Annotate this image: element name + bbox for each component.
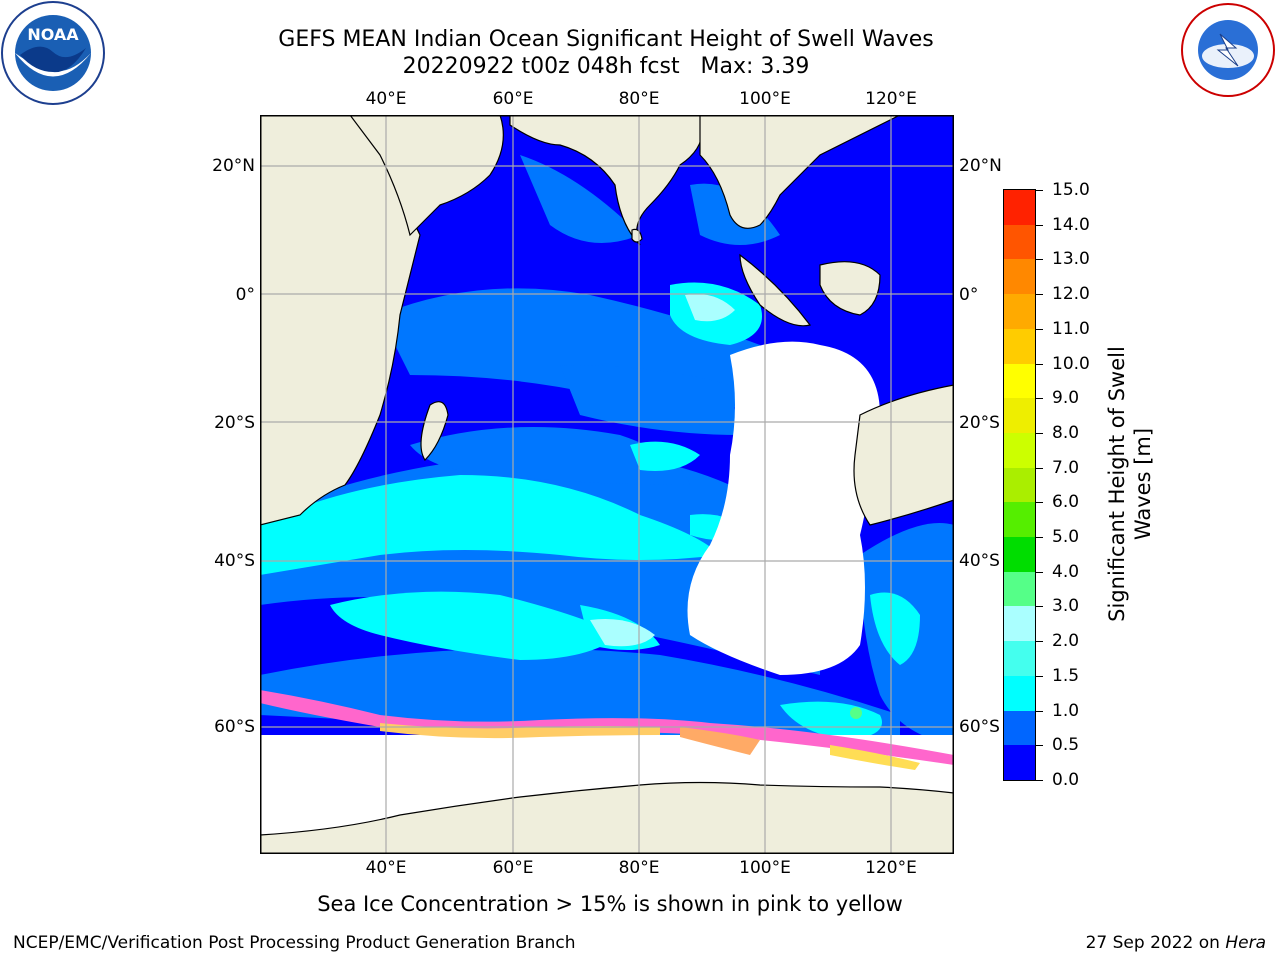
lon-tick-top-100e: 100°E [739,89,791,109]
colorbar-segment-4 [1004,605,1035,642]
colorbar-segment-3 [1004,640,1035,676]
colorbar-tick-mark [1035,190,1043,191]
colorbar-tick-mark [1035,675,1043,677]
colorbar-segment-15 [1004,224,1035,260]
nws-logo [1181,3,1275,97]
colorbar-segment-10 [1004,397,1035,433]
colorbar-tick-mark [1035,571,1043,573]
lat-tick-right-40s: 40°S [959,551,1000,571]
lon-tick-bottom-100e: 100°E [739,858,791,878]
colorbar-segment-14 [1004,258,1035,295]
colorbar-segment-6 [1004,536,1035,572]
map-panel [260,115,954,854]
colorbar-tick-label: 8.0 [1052,422,1080,443]
colorbar-tick-label: 3.0 [1052,596,1080,617]
colorbar-tick-mark [1035,363,1043,365]
colorbar-segment-7 [1004,501,1035,538]
colorbar-tick-label: 15.0 [1052,180,1090,200]
antarctica [260,781,954,854]
southeast-asia [699,115,901,229]
colorbar-segment-12 [1004,328,1035,364]
colorbar-tick-mark [1035,502,1043,504]
colorbar-segment-8 [1004,467,1035,503]
colorbar-tick-mark [1035,537,1043,539]
lat-tick-right-20s: 20°S [959,413,1000,433]
colorbar-tick-mark [1035,398,1043,400]
colorbar-tick-label: 14.0 [1052,214,1090,235]
lon-tick-bottom-40e: 40°E [365,858,407,878]
svg-text:NOAA: NOAA [27,25,79,44]
map-grid [260,115,954,854]
chart-title: GEFS MEAN Indian Ocean Significant Heigh… [278,27,934,52]
colorbar-tick-mark [1035,641,1043,643]
colorbar-tick-mark [1035,432,1043,434]
india [509,115,704,246]
lat-tick-left-20n: 20°N [212,156,255,176]
colorbar-segment-16 [1004,189,1035,225]
colorbar-tick-label: 9.0 [1052,388,1080,409]
colorbar-segment-1 [1004,710,1035,746]
colorbar-tick-label: 11.0 [1052,318,1090,339]
noaa-logo: NOAA [1,1,105,105]
lat-tick-left-20s: 20°S [214,413,255,433]
colorbar-segment-11 [1004,363,1035,399]
colorbar-tick-label: 10.0 [1052,353,1090,374]
colorbar-tick-mark [1035,328,1043,330]
lat-tick-right-0: 0° [959,285,979,305]
date-stamp: 27 Sep 2022 on Hera [1086,932,1266,954]
colorbar-tick-mark [1035,606,1043,608]
colorbar-tick-mark [1035,780,1043,781]
colorbar-segment-0 [1004,744,1035,780]
colorbar-segment-2 [1004,675,1035,711]
lon-tick-bottom-120e: 120°E [865,858,917,878]
colorbar-tick-mark [1035,259,1043,261]
arabia [349,115,504,237]
colorbar-segment-13 [1004,293,1035,329]
colorbar-tick-mark [1035,294,1043,296]
sumatra [739,253,812,327]
colorbar-tick-label: 0.0 [1052,770,1080,790]
land-masses [260,115,954,854]
colorbar-tick-label: 1.0 [1052,700,1080,721]
australia [853,384,954,526]
colorbar-tick-label: 12.0 [1052,284,1090,305]
date-stamp-host: Hera [1225,933,1266,953]
lon-tick-bottom-60e: 60°E [492,858,534,878]
lat-tick-left-0: 0° [235,285,255,305]
colorbar-tick-mark [1035,224,1043,226]
map-border [260,115,954,854]
lon-tick-top-40e: 40°E [365,89,407,109]
colorbar-tick-label: 13.0 [1052,249,1090,270]
swell-max-spot [850,707,862,719]
lat-tick-left-60s: 60°S [214,717,255,737]
lon-tick-top-120e: 120°E [865,89,917,109]
madagascar [420,401,449,461]
colorbar-tick-label: 2.0 [1052,631,1080,652]
colorbar-tick-label: 7.0 [1052,457,1080,478]
colorbar-tick-label: 0.5 [1052,735,1080,756]
forecast-subtitle: 20220922 t00z 048h fcst Max: 3.39 [402,54,810,79]
date-stamp-date: 27 Sep 2022 on [1085,933,1226,953]
colorbar-tick-mark [1035,710,1043,712]
colorbar-tick-label: 1.5 [1052,665,1080,686]
lat-tick-left-40s: 40°S [214,551,255,571]
colorbar-tick-mark [1035,467,1043,469]
colorbar-tick-label: 5.0 [1052,527,1080,548]
colorbar [1003,189,1036,781]
lat-tick-right-20n: 20°N [959,156,1002,176]
borneo [819,261,881,316]
lon-tick-top-80e: 80°E [618,89,660,109]
colorbar-tick-label: 4.0 [1052,561,1080,582]
lon-tick-bottom-80e: 80°E [618,858,660,878]
colorbar-tick-label: 6.0 [1052,492,1080,513]
colorbar-label: Significant Height of Swell Waves [m] [1105,346,1155,622]
swell-height-map [260,115,954,854]
colorbar-segment-9 [1004,432,1035,468]
lon-tick-top-60e: 60°E [492,89,534,109]
sea-ice-footnote: Sea Ice Concentration > 15% is shown in … [317,892,903,916]
credit-line: NCEP/EMC/Verification Post Processing Pr… [13,933,576,953]
lat-tick-right-60s: 60°S [959,717,1000,737]
colorbar-segment-5 [1004,571,1035,607]
colorbar-tick-mark [1035,745,1043,747]
